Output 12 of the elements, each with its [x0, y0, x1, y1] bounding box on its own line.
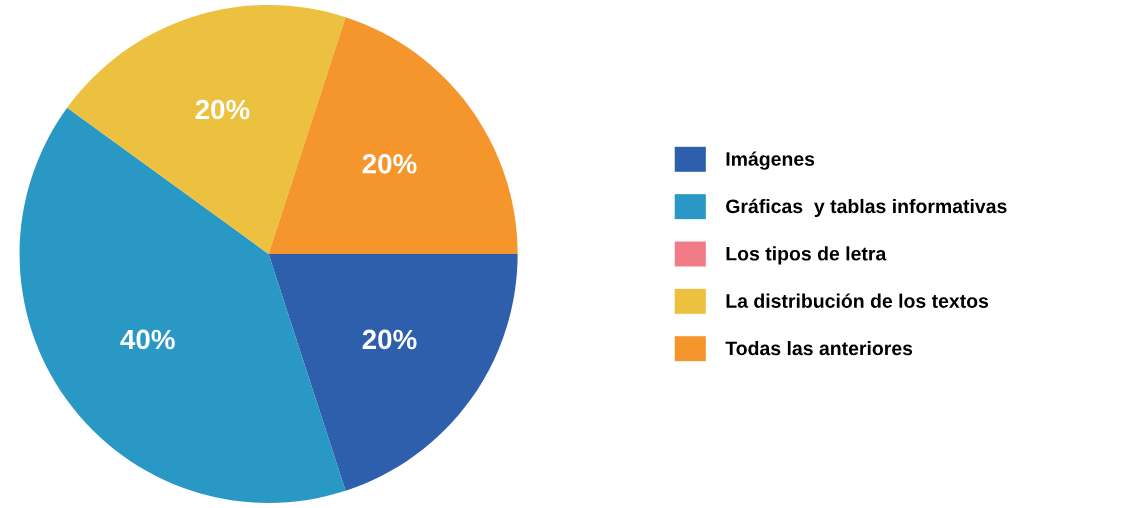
- data-label: 20%: [195, 99, 250, 120]
- legend-label: Los tipos de letra: [726, 246, 887, 265]
- legend-label: Imágenes: [726, 151, 815, 170]
- pie-slice: [268, 254, 518, 491]
- pie-slice: [67, 4, 346, 254]
- data-label: 40%: [120, 329, 175, 350]
- legend-label: Gráficas y tablas informativas: [726, 198, 1007, 218]
- legend-label: Todas las anteriores: [725, 340, 913, 356]
- data-label: 20%: [362, 153, 417, 174]
- legend-label: La distribución de los textos: [726, 293, 989, 308]
- data-label: 20%: [362, 329, 417, 350]
- pie-slice: [268, 17, 518, 254]
